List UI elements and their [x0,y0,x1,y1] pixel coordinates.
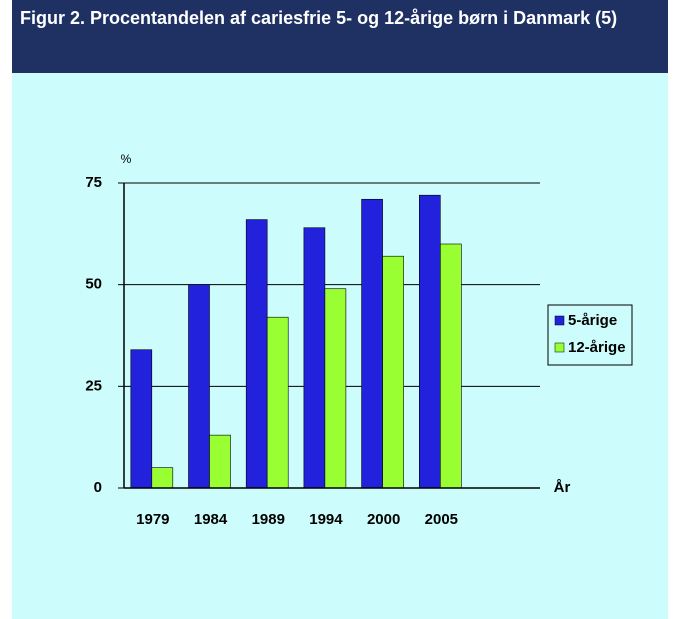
header-title: Figur 2. Procentandelen af cariesfrie 5-… [12,0,668,73]
y-tick-label: 0 [94,479,102,496]
x-tick-label: 1994 [309,511,343,528]
legend-swatch [554,315,565,326]
y-tick-label: 25 [85,377,102,394]
x-tick-label: 1989 [252,511,285,528]
panel: Figur 2. Procentandelen af cariesfrie 5-… [12,0,668,619]
x-tick-label: 2000 [367,511,400,528]
bar [418,194,441,489]
y-axis-label: % [121,152,132,166]
bar [245,219,268,489]
bar [151,467,174,489]
legend-box [547,304,633,366]
x-tick-label: 2005 [425,511,458,528]
bar [303,227,326,489]
bar [209,434,231,489]
y-tick-label: 50 [85,276,102,293]
bar [382,255,404,489]
bar [439,243,462,489]
x-tick-label: 1984 [194,511,228,528]
x-tick-label: 1979 [136,511,169,528]
bar [130,349,153,489]
bar [324,288,347,489]
x-axis-label: År [554,479,571,496]
bar [266,316,289,489]
bar [361,198,383,489]
legend-label: 5-årige [568,312,617,329]
legend-swatch [554,342,565,353]
y-tick-label: 75 [85,174,102,191]
legend-label: 12-årige [568,339,626,356]
bar [188,284,210,489]
